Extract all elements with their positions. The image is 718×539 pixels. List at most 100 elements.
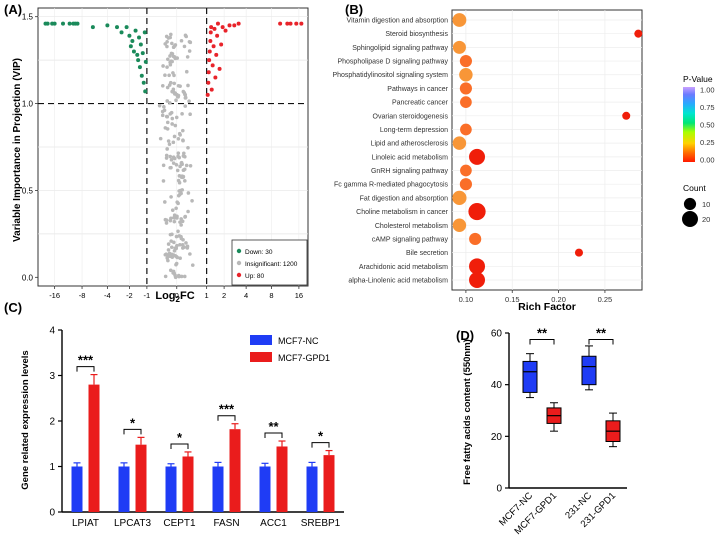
pathway-bubble [459,54,472,68]
y-tick-label-c: 1 [49,462,55,473]
up-point [219,42,224,47]
insignificant-point [160,83,165,88]
pathway-bubble [469,148,486,165]
legend-insignificant-label: Insignificant: 1200 [245,261,298,268]
panel-a-y-label: Variable Importance in Projection (VIP) [12,58,23,242]
bar-mcf7-nc [71,466,83,512]
insignificant-point [177,192,182,197]
insignificant-point [167,251,172,256]
down-point [90,25,95,30]
insignificant-point [179,217,183,221]
y-tick-label-a: 1.0 [22,100,34,109]
y-tick-label-a: 0.0 [22,273,34,282]
pathway-label: Long-term depression [380,127,448,134]
panel-a-x-label: Log2FC [155,290,194,304]
insignificant-point [176,151,181,155]
up-point [206,80,211,85]
x-tick-label-a: -8 [79,291,86,300]
y-tick-label-d: 60 [491,329,503,340]
significance-bracket-d [529,338,555,345]
insignificant-point [158,136,163,141]
down-point [127,33,132,38]
down-point [131,49,136,54]
insignificant-point [169,32,173,37]
pathway-bubble [634,29,643,38]
down-point [137,65,142,70]
significance-bracket [170,443,189,449]
insignificant-point [165,99,170,103]
insignificant-point [181,154,186,158]
down-point [124,25,129,30]
insignificant-point [164,114,169,119]
insignificant-point [166,139,171,143]
significance-bracket [311,442,330,448]
up-point [285,21,290,26]
pathway-label: Cholesterol metabolism [375,223,448,230]
legend-down-marker [236,248,242,254]
panel-c-y-ticks: 0 1 2 3 4 [49,326,62,519]
panel-b-label: (B) [345,2,363,17]
panel-b-x-ticks: 0.10 0.15 0.20 0.25 [459,290,612,304]
y-tick-label-a: 1.5 [22,13,34,22]
insignificant-point [160,113,165,118]
pathway-bubble [452,136,467,150]
pathway-label: Fat digestion and absorption [360,195,448,202]
insignificant-point [177,234,182,238]
insignificant-point [183,33,188,38]
down-point [139,73,144,78]
panel-b-pathway-labels: Vitamin digestion and absorption Steroid … [332,18,448,285]
pvalue-tick-label: 0.50 [700,121,715,130]
down-point [135,52,140,57]
up-point [207,58,212,63]
legend-mcf7-gpd1-label: MCF7-GPD1 [278,353,330,363]
insignificant-point [163,274,168,279]
panel-d-label: (D) [456,328,474,343]
insignificant-point [168,80,173,85]
pathway-label: Pathways in cancer [387,86,448,93]
insignificant-point [171,71,175,75]
down-point [137,35,142,40]
insignificant-point [164,156,169,160]
pathway-label: Steroid biosynthesis [385,31,448,38]
panel-c-y-label: Gene related expression levels [20,350,31,489]
pathway-bubble [622,111,631,120]
box-body [522,360,538,393]
significance-stars: * [130,415,136,430]
insignificant-point [166,242,171,246]
count-legend-title: Count [683,183,706,193]
up-point [211,44,216,49]
insignificant-point [177,274,181,279]
insignificant-point [179,160,184,165]
insignificant-point [190,263,195,267]
legend-mcf7-nc-label: MCF7-NC [278,336,319,346]
insignificant-point [163,126,168,130]
down-point [130,39,135,44]
insignificant-point [182,151,186,156]
up-point [207,49,212,54]
insignificant-point [174,234,179,239]
insignificant-point [187,49,192,53]
panel-b-bubbles [452,13,643,288]
pathway-label: Arachidonic acid metabolism [359,264,448,271]
significance-stars: * [177,430,183,445]
insignificant-point [181,138,185,143]
insignificant-point [166,258,170,263]
y-tick-label-c: 2 [49,417,55,428]
insignificant-point [180,112,184,116]
insignificant-point [164,221,169,225]
insignificant-point [173,246,178,250]
insignificant-point [182,274,187,279]
panel-a-x-ticks: -16 -8 -4 -2 -1 0 1 2 4 8 16 [49,286,303,300]
insignificant-point [186,191,191,195]
pvalue-legend-ticks: 1.00 0.75 0.50 0.25 0.00 [700,86,715,165]
insignificant-point [178,220,182,224]
significance-stars: *** [78,353,94,368]
x-tick-label-c: CEPT1 [163,518,196,529]
panel-d-y-ticks: 0 20 40 60 [491,329,509,495]
down-point [52,21,57,26]
panel-c-x-ticks: LPIAT LPCAT3 CEPT1 FASN ACC1 SREBP1 [72,518,341,529]
down-point [140,51,145,56]
insignificant-point [184,163,189,168]
